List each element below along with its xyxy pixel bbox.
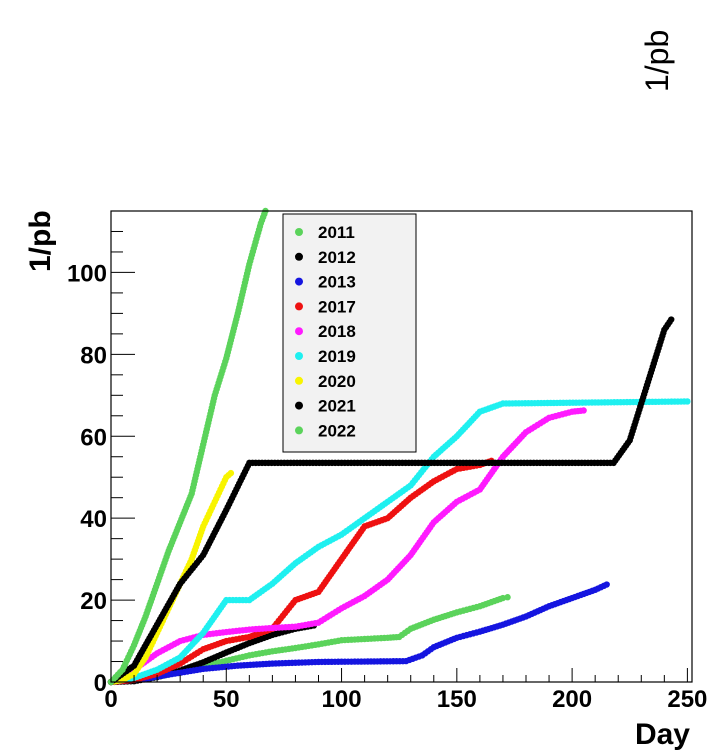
legend-items: 2011 2012 2013 2017 2018 2019 2020 2021 2022	[295, 223, 356, 440]
legend-marker	[295, 252, 303, 261]
series-2022	[107, 207, 269, 686]
legend-item-2018: 2018	[295, 322, 356, 341]
data-point	[227, 469, 235, 477]
x-tick-label: 150	[437, 686, 477, 713]
y-tick-label: 0	[94, 670, 107, 697]
ticks-layer	[110, 210, 688, 683]
legend: 2011 2012 2013 2017 2018 2019 2020 2021 2022	[282, 213, 417, 453]
y-tick-label: 20	[80, 588, 107, 615]
x-tick-label: 250	[667, 686, 707, 713]
series-2013	[107, 581, 610, 686]
legend-label: 2017	[318, 297, 356, 316]
legend-label: 2012	[318, 248, 356, 267]
series-2021	[107, 316, 675, 686]
y-tick-label: 60	[80, 424, 107, 451]
tick-labels-layer: 0 50 100 150 200 250 0 20 40 60 80 100	[67, 260, 707, 713]
y-tick-label: 100	[67, 260, 107, 287]
y-tick-label: 40	[80, 506, 107, 533]
x-tick-label: 200	[552, 686, 592, 713]
plot-frame	[110, 210, 693, 683]
y-axis-label: 1/pb	[24, 210, 57, 272]
data-point	[504, 594, 511, 601]
legend-item-2021: 2021	[295, 397, 356, 416]
legend-marker	[295, 376, 303, 385]
legend-marker	[295, 302, 303, 311]
corner-unit-label: 1/pb	[639, 30, 675, 92]
x-tick-label: 50	[213, 686, 240, 713]
legend-marker	[295, 352, 303, 360]
legend-marker	[295, 426, 303, 435]
y-tick-label: 80	[80, 342, 107, 369]
data-point	[684, 398, 691, 405]
legend-label: 2018	[318, 322, 356, 341]
data-point	[603, 581, 610, 588]
legend-box	[282, 213, 417, 453]
series-layer	[107, 207, 691, 686]
legend-item-2022: 2022	[295, 421, 356, 440]
x-tick-label: 100	[322, 686, 362, 713]
legend-marker	[295, 228, 303, 236]
legend-label: 2022	[318, 421, 356, 440]
x-axis-label: Day	[635, 718, 690, 751]
legend-marker	[295, 401, 303, 410]
series-2020	[107, 469, 235, 686]
legend-item-2017: 2017	[295, 297, 356, 316]
legend-marker	[295, 327, 303, 336]
x-tick-label: 0	[104, 686, 117, 713]
legend-item-2013: 2013	[295, 273, 356, 292]
legend-label: 2020	[318, 372, 356, 391]
legend-label: 2011	[318, 223, 355, 242]
legend-item-2020: 2020	[295, 372, 356, 391]
legend-item-2019: 2019	[295, 347, 356, 366]
data-point	[580, 407, 587, 414]
legend-item-2011: 2011	[295, 223, 355, 242]
legend-item-2012: 2012	[295, 248, 356, 267]
legend-label: 2013	[318, 273, 356, 292]
data-point	[668, 316, 675, 323]
legend-marker	[295, 277, 303, 286]
legend-label: 2019	[318, 347, 356, 366]
legend-label: 2021	[318, 397, 356, 416]
